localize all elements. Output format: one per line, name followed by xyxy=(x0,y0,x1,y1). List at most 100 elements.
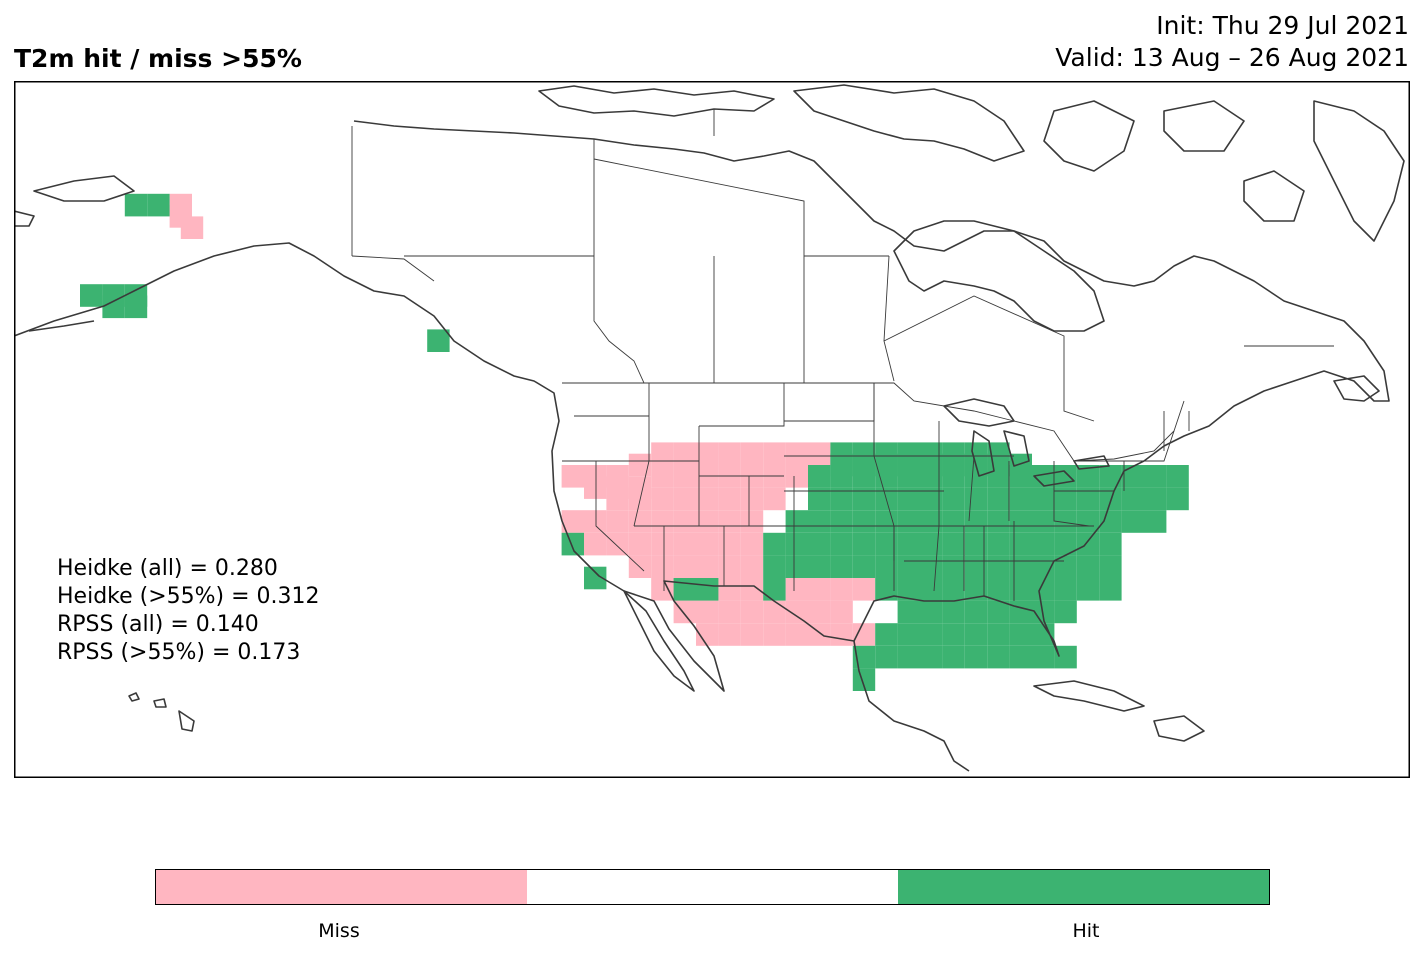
miss-cell xyxy=(696,487,719,511)
hit-cell xyxy=(852,465,876,488)
grid-cells xyxy=(80,193,1189,691)
miss-cell xyxy=(718,532,741,556)
hit-cell xyxy=(1009,487,1032,511)
hit-cell xyxy=(763,555,786,578)
hit-cell xyxy=(897,645,920,669)
hit-cell xyxy=(1009,510,1032,533)
miss-cell xyxy=(651,465,674,488)
init-date: Init: Thu 29 Jul 2021 xyxy=(1156,11,1409,40)
valid-period: Valid: 13 Aug – 26 Aug 2021 xyxy=(1055,43,1409,72)
miss-cell xyxy=(606,487,629,511)
hit-cell xyxy=(1099,532,1122,556)
hit-cell xyxy=(897,510,920,533)
miss-cell xyxy=(763,600,786,624)
hit-cell xyxy=(785,555,808,578)
hit-cell xyxy=(1054,578,1077,601)
hit-cell xyxy=(1009,600,1032,624)
map-frame xyxy=(14,81,1410,778)
hit-cell xyxy=(964,487,988,511)
hit-cell xyxy=(987,532,1010,556)
hit-cell xyxy=(897,532,920,556)
hit-cell xyxy=(808,465,831,488)
hit-cell xyxy=(1076,578,1100,601)
hit-cell xyxy=(830,465,853,488)
hit-cell xyxy=(561,532,584,556)
hit-cell xyxy=(830,510,853,533)
hit-cell xyxy=(897,487,920,511)
date-info: Init: Thu 29 Jul 2021 Valid: 13 Aug – 26… xyxy=(1055,10,1409,74)
miss-cell xyxy=(673,487,696,511)
hit-cell xyxy=(830,532,853,556)
miss-cell xyxy=(673,510,696,533)
hit-cell xyxy=(852,532,876,556)
hit-cell xyxy=(1099,555,1122,578)
hit-cell xyxy=(1032,578,1055,601)
hit-cell xyxy=(1166,465,1189,488)
hit-cell xyxy=(1144,465,1167,488)
miss-cell xyxy=(785,578,808,601)
hit-cell xyxy=(696,578,719,601)
hit-cell xyxy=(1121,465,1144,488)
hit-cell xyxy=(1076,465,1100,488)
hit-cell xyxy=(852,510,876,533)
hit-cell xyxy=(1009,645,1032,669)
hit-cell xyxy=(584,566,607,590)
colorbar-label-miss: Miss xyxy=(318,920,360,942)
miss-cell xyxy=(628,453,652,477)
hit-cell xyxy=(1099,487,1122,511)
miss-cell xyxy=(651,487,674,511)
miss-cell xyxy=(696,510,719,533)
miss-cell xyxy=(606,510,629,533)
miss-cell xyxy=(740,442,764,465)
miss-cell xyxy=(763,487,786,511)
hit-cell xyxy=(1054,510,1077,533)
miss-cell xyxy=(852,578,876,601)
miss-cell xyxy=(696,532,719,556)
miss-cell xyxy=(718,623,741,646)
hit-cell xyxy=(875,532,898,556)
hit-cell xyxy=(147,193,170,217)
hit-cell xyxy=(763,578,786,601)
miss-cell xyxy=(673,555,696,578)
hit-cell xyxy=(897,600,920,624)
miss-cell xyxy=(808,600,831,624)
hit-cell xyxy=(785,510,808,533)
miss-cell xyxy=(561,465,584,488)
miss-cell xyxy=(651,442,674,465)
miss-cell xyxy=(740,623,764,646)
hit-cell xyxy=(1009,623,1032,646)
hit-cell xyxy=(964,623,988,646)
hit-cell xyxy=(1144,487,1167,511)
hit-cell xyxy=(875,645,898,669)
hit-cell xyxy=(1009,555,1032,578)
miss-cell xyxy=(561,510,584,533)
hit-cell xyxy=(920,465,943,488)
miss-cell xyxy=(651,532,674,556)
heidke-55: Heidke (>55%) = 0.312 xyxy=(57,584,320,609)
hit-cell xyxy=(1032,465,1055,488)
miss-cell xyxy=(628,510,652,533)
miss-cell xyxy=(852,623,876,646)
hit-cell xyxy=(1121,510,1144,533)
hit-cell xyxy=(1032,645,1055,669)
hit-cell xyxy=(808,487,831,511)
hit-cell xyxy=(920,600,943,624)
miss-cell xyxy=(718,578,741,601)
hit-cell xyxy=(852,487,876,511)
miss-cell xyxy=(584,476,607,499)
rpss-all: RPSS (all) = 0.140 xyxy=(57,612,259,637)
miss-cell xyxy=(830,623,853,646)
heidke-all: Heidke (all) = 0.280 xyxy=(57,556,278,581)
miss-cell xyxy=(651,578,674,601)
hit-cell xyxy=(942,555,965,578)
hit-cell xyxy=(1076,487,1100,511)
miss-cell xyxy=(785,600,808,624)
hit-cell xyxy=(1032,510,1055,533)
miss-cell xyxy=(740,532,764,556)
hit-cell xyxy=(964,578,988,601)
hit-cell xyxy=(1054,600,1077,624)
miss-cell xyxy=(785,442,808,465)
miss-cell xyxy=(606,532,629,556)
hit-cell xyxy=(1076,555,1100,578)
hit-cell xyxy=(1144,510,1167,533)
